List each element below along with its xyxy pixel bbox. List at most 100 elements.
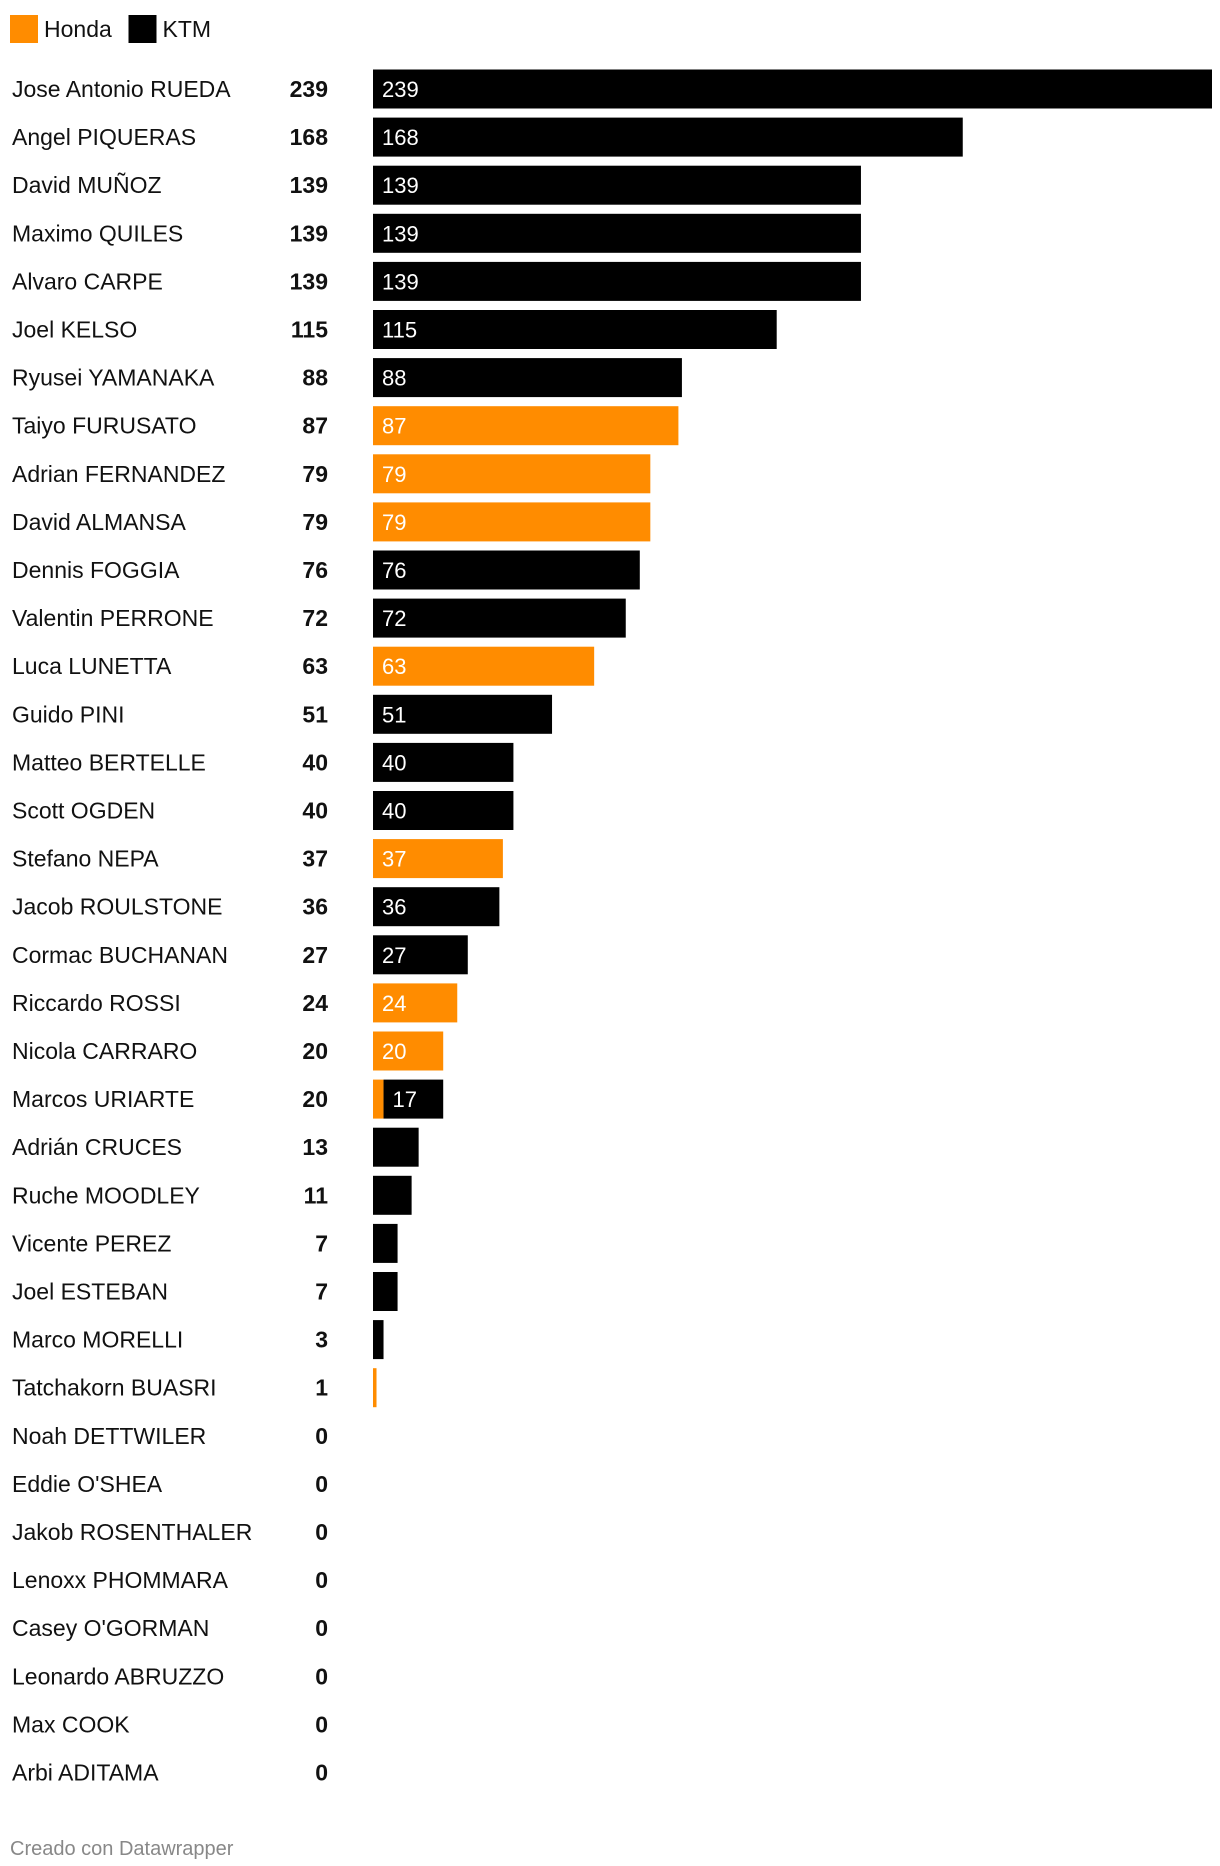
rider-name-jose-antonio-rueda: Jose Antonio RUEDA [12,76,231,102]
chart-row-lenoxx-phommara: Lenoxx PHOMMARA 0 [12,1567,328,1593]
bar-label-ktm-angel-piqueras: 168 [382,125,419,150]
chart-row-joel-esteban: Joel ESTEBAN 7 [12,1272,398,1311]
chart-row-riccardo-rossi: Riccardo ROSSI 24 24 [12,983,458,1023]
rider-name-ruche-moodley: Ruche MOODLEY [12,1182,200,1208]
rider-name-jakob-rosenthaler: Jakob ROSENTHALER [12,1519,252,1545]
rider-name-vicente-perez: Vicente PEREZ [12,1230,171,1256]
bar-ktm-maximo-quiles [373,213,861,253]
total-points-leonardo-abruzzo: 0 [315,1663,328,1689]
chart-row-valentin-perrone: Valentin PERRONE 72 72 [12,598,626,638]
rider-name-eddie-o-shea: Eddie O'SHEA [12,1471,163,1497]
bar-ktm-scott-ogden [373,791,514,830]
total-points-tatchakorn-buasri: 1 [315,1375,328,1401]
bar-label-ktm-valentin-perrone: 72 [382,606,406,631]
bar-honda-marcos-uriarte [373,1079,384,1119]
footer-credit: Creado con Datawrapper [10,1838,234,1860]
total-points-riccardo-rossi: 24 [302,990,328,1016]
bar-label-ktm-guido-pini: 51 [382,702,406,727]
chart-row-ryusei-yamanaka: Ryusei YAMANAKA 88 88 [12,358,682,398]
bar-label-ktm-maximo-quiles: 139 [382,221,419,246]
bar-ktm-angel-piqueras [373,117,963,157]
total-points-luca-lunetta: 63 [302,653,328,679]
bar-ktm-vicente-perez [373,1223,398,1263]
chart-row-ruche-moodley: Ruche MOODLEY 11 [12,1175,412,1215]
chart-row-eddie-o-shea: Eddie O'SHEA 0 [12,1471,328,1497]
legend-swatch-honda [10,15,38,43]
total-points-lenoxx-phommara: 0 [315,1567,328,1593]
total-points-alvaro-carpe: 139 [290,268,328,294]
chart-row-luca-lunetta: Luca LUNETTA 63 63 [12,646,595,686]
bar-honda-stefano-nepa [373,839,503,879]
chart-row-maximo-quiles: Maximo QUILES 139 139 [12,213,861,253]
bar-ktm-dennis-foggia [373,550,640,590]
total-points-taiyo-furusato: 87 [302,413,328,439]
total-points-matteo-bertelle: 40 [302,749,328,775]
legend-label-ktm: KTM [163,16,212,42]
chart-row-stefano-nepa: Stefano NEPA 37 37 [12,839,503,879]
rider-name-marco-morelli: Marco MORELLI [12,1327,183,1353]
rider-name-adrian-fernandez: Adrian FERNANDEZ [12,461,225,487]
total-points-maximo-quiles: 139 [290,220,328,246]
chart-row-matteo-bertelle: Matteo BERTELLE 40 40 [12,742,514,782]
chart-row-tatchakorn-buasri: Tatchakorn BUASRI 1 [12,1368,377,1408]
total-points-valentin-perrone: 72 [302,605,328,631]
chart-row-jakob-rosenthaler: Jakob ROSENTHALER 0 [12,1519,328,1545]
total-points-joel-esteban: 7 [315,1279,328,1305]
total-points-adrian-fernandez: 79 [302,461,328,487]
total-points-jacob-roulstone: 36 [302,894,328,920]
chart-row-guido-pini: Guido PINI 51 51 [12,694,553,734]
bar-ktm-joel-esteban [373,1272,398,1311]
legend-swatch-ktm [128,15,157,43]
bar-honda-riccardo-rossi [373,983,458,1023]
bar-label-ktm-scott-ogden: 40 [382,799,406,824]
rider-name-luca-lunetta: Luca LUNETTA [12,653,172,679]
bar-ktm-valentin-perrone [373,598,626,638]
total-points-dennis-foggia: 76 [302,557,328,583]
rider-name-david-munoz: David MUÑOZ [12,172,162,198]
bar-ktm-joel-kelso [373,310,777,349]
bar-label-ktm-david-munoz: 139 [382,173,419,198]
rider-name-jacob-roulstone: Jacob ROULSTONE [12,894,222,920]
chart-row-angel-piqueras: Angel PIQUERAS 168 168 [12,117,963,157]
total-points-vicente-perez: 7 [315,1230,328,1256]
bar-label-honda-adrian-fernandez: 79 [382,462,406,487]
rider-name-david-almansa: David ALMANSA [12,509,187,535]
rider-name-stefano-nepa: Stefano NEPA [12,846,159,872]
chart-row-vicente-perez: Vicente PEREZ 7 [12,1223,398,1263]
total-points-nicola-carraro: 20 [302,1038,328,1064]
bar-label-ktm-marcos-uriarte: 17 [393,1087,417,1112]
rider-name-taiyo-furusato: Taiyo FURUSATO [12,413,196,439]
bar-label-ktm-dennis-foggia: 76 [382,558,406,583]
total-points-adrian-cruces: 13 [302,1134,328,1160]
rider-name-dennis-foggia: Dennis FOGGIA [12,557,180,583]
total-points-angel-piqueras: 168 [290,124,329,150]
rider-name-adrian-cruces: Adrián CRUCES [12,1134,182,1160]
bar-honda-taiyo-furusato [373,406,679,446]
bar-honda-tatchakorn-buasri [373,1368,377,1408]
chart-row-taiyo-furusato: Taiyo FURUSATO 87 87 [12,406,679,446]
bar-ktm-marco-morelli [373,1320,384,1360]
rider-name-lenoxx-phommara: Lenoxx PHOMMARA [12,1567,229,1593]
chart-legend: Honda KTM [10,15,211,43]
total-points-scott-ogden: 40 [302,798,328,824]
chart-row-casey-o-gorman: Casey O'GORMAN 0 [12,1615,328,1641]
rider-name-ryusei-yamanaka: Ryusei YAMANAKA [12,365,215,391]
total-points-marcos-uriarte: 20 [302,1086,328,1112]
rider-name-noah-dettwiler: Noah DETTWILER [12,1423,206,1449]
total-points-guido-pini: 51 [302,701,328,727]
total-points-stefano-nepa: 37 [302,846,328,872]
bar-label-ktm-alvaro-carpe: 139 [382,269,419,294]
chart-row-noah-dettwiler: Noah DETTWILER 0 [12,1423,328,1449]
rider-name-valentin-perrone: Valentin PERRONE [12,605,214,631]
total-points-david-munoz: 139 [290,172,328,198]
chart-row-marcos-uriarte: Marcos URIARTE 20 17 [12,1079,444,1119]
bar-label-ktm-joel-kelso: 115 [382,318,417,343]
total-points-noah-dettwiler: 0 [315,1423,328,1449]
rider-name-casey-o-gorman: Casey O'GORMAN [12,1615,209,1641]
chart-row-david-almansa: David ALMANSA 79 79 [12,502,651,542]
chart-row-arbi-aditama: Arbi ADITAMA 0 [12,1760,328,1786]
bar-label-ktm-ryusei-yamanaka: 88 [382,366,406,391]
chart-row-jose-antonio-rueda: Jose Antonio RUEDA 239 239 [12,69,1212,109]
